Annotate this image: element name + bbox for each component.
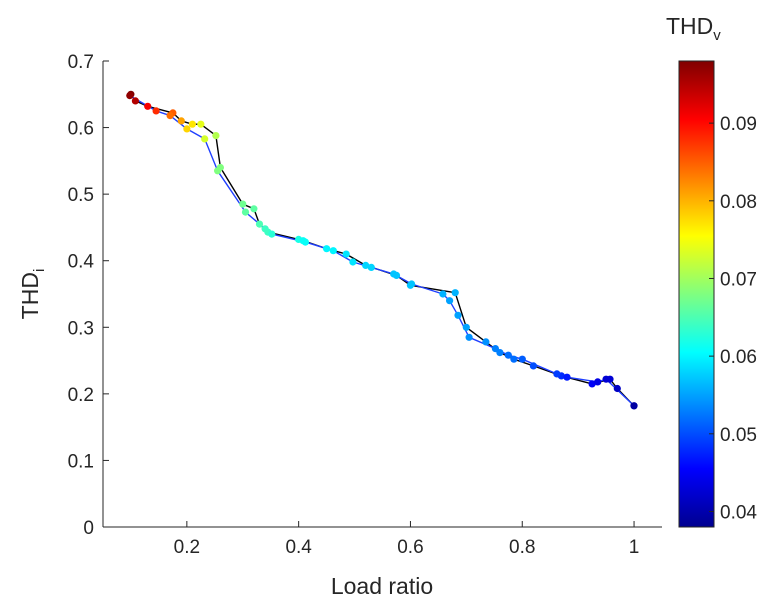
data-point (166, 112, 174, 120)
data-point (529, 362, 538, 370)
y-tick-label: 0.1 (68, 451, 94, 472)
data-point (462, 323, 470, 331)
data-point (214, 167, 222, 175)
data-point (342, 250, 350, 258)
data-point (201, 135, 209, 143)
x-axis-label: Load ratio (331, 573, 433, 599)
data-point (454, 311, 462, 319)
x-tick-label: 0.4 (285, 537, 312, 558)
data-point (255, 220, 264, 228)
data-point (268, 230, 276, 238)
y-ticks: 0 0.1 0.2 0.3 0.4 0.5 0.6 0.7 (68, 52, 109, 539)
y-axis-label-main: THD (17, 272, 43, 319)
data-point (301, 238, 309, 246)
y-tick-label: 0.4 (68, 252, 95, 273)
colorbar-tick-label: 0.06 (720, 347, 757, 368)
data-point (323, 245, 331, 253)
data-point (197, 120, 205, 128)
y-tick-label: 0.3 (68, 318, 94, 339)
colorbar-tick-label: 0.04 (720, 502, 757, 523)
data-point (518, 355, 526, 363)
data-point (504, 351, 512, 359)
colorbar-gradient (678, 60, 715, 528)
y-axis-label: THDi (17, 269, 48, 320)
data-point (261, 225, 269, 233)
data-point (152, 107, 160, 115)
data-point (630, 402, 638, 410)
data-point (446, 297, 454, 305)
y-tick-label: 0.7 (68, 52, 94, 73)
x-ticks: 0.2 0.4 0.6 0.8 1 (174, 521, 640, 558)
data-point (126, 92, 134, 100)
y-tick-label: 0 (83, 518, 94, 539)
colorbar-tick-label: 0.05 (720, 425, 757, 446)
colorbar-tick-label: 0.09 (720, 114, 757, 135)
data-point (362, 261, 370, 269)
x-tick-label: 0.2 (174, 537, 200, 558)
data-point (329, 247, 337, 255)
x-tick-label: 1 (629, 537, 640, 558)
data-point (491, 345, 499, 353)
y-tick-label: 0.6 (68, 119, 94, 140)
data-point (613, 384, 621, 393)
data-point (408, 280, 416, 288)
y-tick-label: 0.2 (68, 385, 94, 406)
colorbar: 0.04 0.05 0.06 0.07 0.08 0.09 THDv (666, 13, 757, 528)
colorbar-tick-label: 0.08 (720, 192, 757, 213)
x-tick-label: 0.6 (397, 537, 423, 558)
y-axis-label-sub: i (31, 269, 48, 272)
data-point (439, 290, 447, 298)
data-point (250, 205, 258, 213)
data-point (131, 97, 139, 105)
data-point (588, 380, 596, 388)
data-point (183, 125, 191, 133)
series-points (126, 90, 638, 410)
colorbar-tick-label: 0.07 (720, 269, 757, 290)
data-point (553, 370, 561, 378)
data-point (367, 263, 375, 271)
colorbar-label-sub: v (713, 27, 721, 44)
data-point (239, 200, 247, 208)
data-point (602, 375, 610, 383)
plot-area: 0.2 0.4 0.6 0.8 1 0 0.1 0.2 0.3 0.4 0.5 0.6 0.7 (68, 52, 662, 558)
data-point (188, 120, 196, 128)
colorbar-label-main: THD (666, 13, 713, 39)
data-point (177, 117, 185, 125)
data-point (510, 355, 518, 363)
data-point (482, 338, 490, 346)
data-point (144, 102, 152, 110)
y-tick-label: 0.5 (68, 185, 94, 206)
data-point (390, 270, 398, 278)
data-point (212, 132, 220, 140)
data-point (563, 373, 571, 381)
x-tick-label: 0.8 (509, 537, 535, 558)
data-point (349, 258, 357, 266)
data-point (465, 333, 473, 341)
colorbar-label: THDv (666, 13, 721, 44)
data-point (594, 378, 602, 386)
colorbar-ticks: 0.04 0.05 0.06 0.07 0.08 0.09 (709, 114, 757, 523)
data-point (451, 289, 459, 297)
data-point (241, 208, 250, 216)
